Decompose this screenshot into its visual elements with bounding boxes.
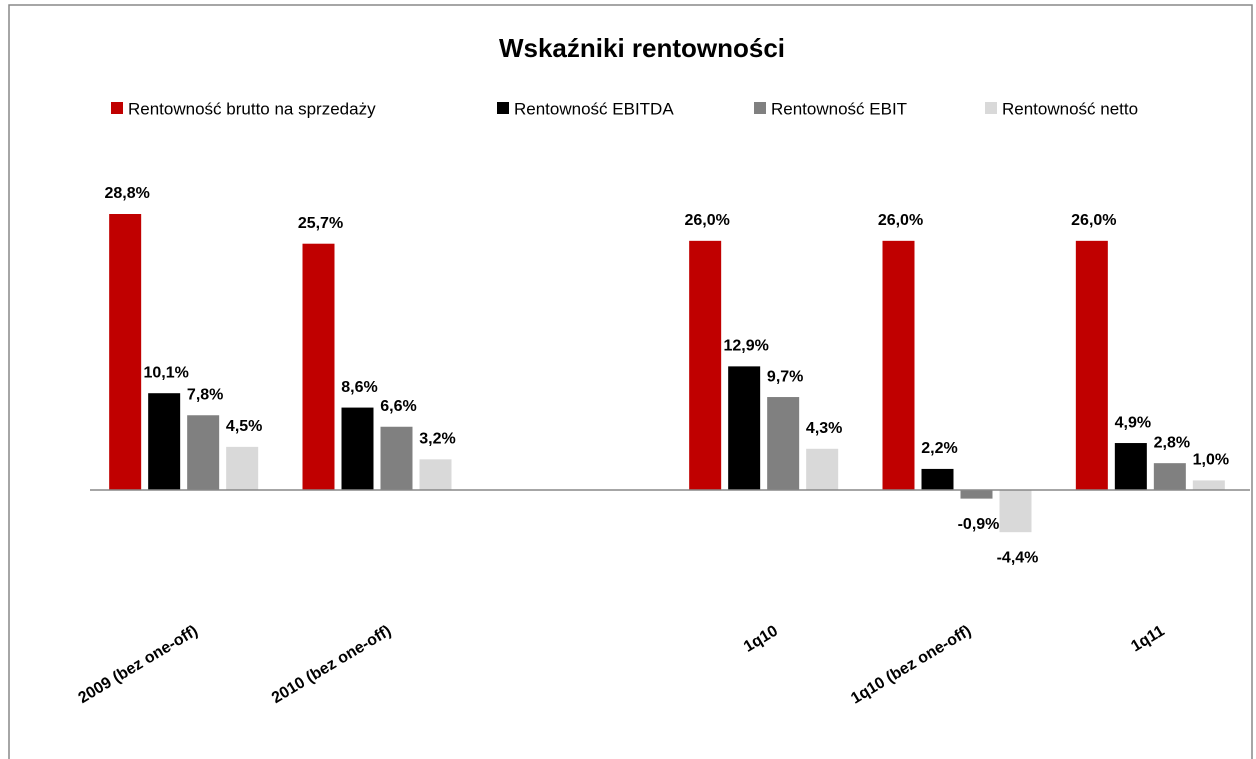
data-label: 1,0% [1193, 452, 1229, 469]
data-label: -4,4% [997, 549, 1039, 566]
legend-label: Rentowność EBIT [771, 99, 907, 118]
bar [999, 490, 1032, 533]
bar [960, 490, 993, 499]
x-tick-label: 1q11 [1128, 622, 1167, 655]
data-label: 25,7% [298, 215, 343, 232]
chart-title: Wskaźniki rentowności [499, 33, 785, 63]
bar [767, 397, 800, 490]
data-label: 10,1% [143, 364, 188, 381]
bar [380, 426, 413, 490]
data-label: 4,3% [806, 420, 842, 437]
data-label: 9,7% [767, 368, 803, 385]
data-label: 2,2% [921, 440, 957, 457]
legend-label: Rentowność EBITDA [514, 99, 674, 118]
legend-label: Rentowność brutto na sprzedaży [128, 99, 376, 118]
data-label: 12,9% [723, 338, 768, 355]
bar [689, 240, 722, 490]
bar [419, 459, 452, 490]
legend-swatch [111, 102, 123, 114]
bar [1153, 463, 1186, 490]
data-label: 26,0% [1071, 212, 1116, 229]
bar [921, 468, 954, 490]
data-label: -0,9% [958, 516, 1000, 533]
bar [1192, 480, 1225, 490]
data-label: 6,6% [380, 398, 416, 415]
data-label: 7,8% [187, 386, 223, 403]
bar [302, 243, 335, 490]
legend-label: Rentowność netto [1002, 99, 1138, 118]
data-label: 4,9% [1115, 414, 1151, 431]
chart-frame [8, 4, 1253, 759]
bar [109, 214, 142, 490]
data-label: 2,8% [1154, 434, 1190, 451]
bar [1075, 240, 1108, 490]
bar [187, 415, 220, 490]
bar [148, 393, 181, 490]
legend-swatch [497, 102, 509, 114]
data-label: 3,2% [419, 431, 455, 448]
bar [806, 448, 839, 490]
data-label: 28,8% [104, 185, 149, 202]
data-label: 8,6% [341, 379, 377, 396]
legend-swatch [985, 102, 997, 114]
x-tick-label: 1q10 (bez one-off) [848, 622, 974, 707]
legend-swatch [754, 102, 766, 114]
data-label: 4,5% [226, 418, 262, 435]
x-tick-label: 1q10 [741, 622, 781, 655]
bar [1114, 443, 1147, 490]
bar [341, 407, 374, 490]
x-tick-label: 2010 (bez one-off) [269, 622, 394, 707]
bar [882, 240, 915, 490]
x-tick-label: 2009 (bez one-off) [76, 622, 201, 707]
data-label: 26,0% [878, 212, 923, 229]
data-label: 26,0% [684, 212, 729, 229]
bar [728, 366, 761, 490]
bar [226, 446, 259, 490]
